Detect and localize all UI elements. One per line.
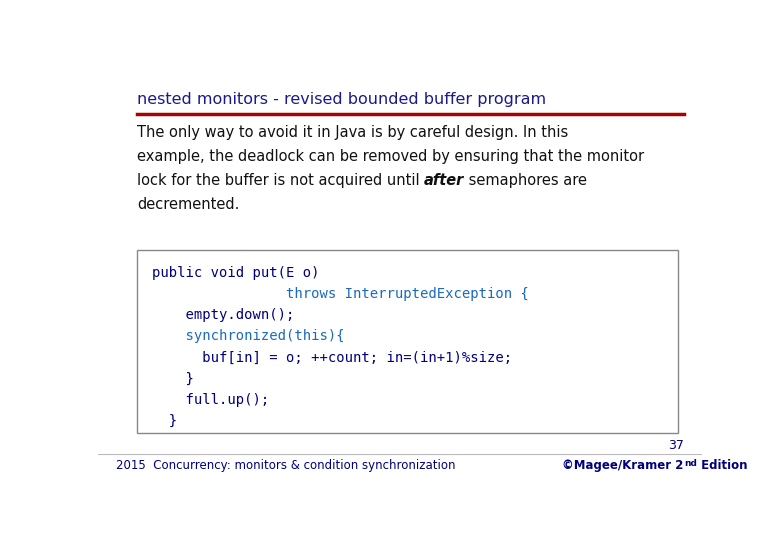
Text: 2015  Concurrency: monitors & condition synchronization: 2015 Concurrency: monitors & condition s… <box>115 459 456 472</box>
Text: nested monitors - revised bounded buffer program: nested monitors - revised bounded buffer… <box>136 92 546 107</box>
Text: decremented.: decremented. <box>136 198 239 212</box>
Text: The only way to avoid it in Java is by careful design. In this: The only way to avoid it in Java is by c… <box>136 125 568 140</box>
Text: lock for the buffer is not acquired until: lock for the buffer is not acquired unti… <box>136 173 424 188</box>
Text: full.up();: full.up(); <box>152 393 269 407</box>
Text: empty.down();: empty.down(); <box>152 308 294 322</box>
Text: nd: nd <box>684 459 697 468</box>
Text: public void put(E o): public void put(E o) <box>152 266 319 280</box>
Text: semaphores are: semaphores are <box>464 173 587 188</box>
Text: after: after <box>424 173 464 188</box>
Text: }: } <box>152 372 193 386</box>
Text: synchronized(this){: synchronized(this){ <box>152 329 345 343</box>
Text: ©Magee/Kramer 2: ©Magee/Kramer 2 <box>562 459 684 472</box>
FancyBboxPatch shape <box>136 250 678 433</box>
Text: 37: 37 <box>668 439 684 452</box>
Text: example, the deadlock can be removed by ensuring that the monitor: example, the deadlock can be removed by … <box>136 149 644 164</box>
Text: buf[in] = o; ++count; in=(in+1)%size;: buf[in] = o; ++count; in=(in+1)%size; <box>152 350 512 365</box>
Text: }: } <box>152 414 177 428</box>
Text: Edition: Edition <box>697 459 747 472</box>
Text: throws InterruptedException {: throws InterruptedException { <box>152 287 529 301</box>
